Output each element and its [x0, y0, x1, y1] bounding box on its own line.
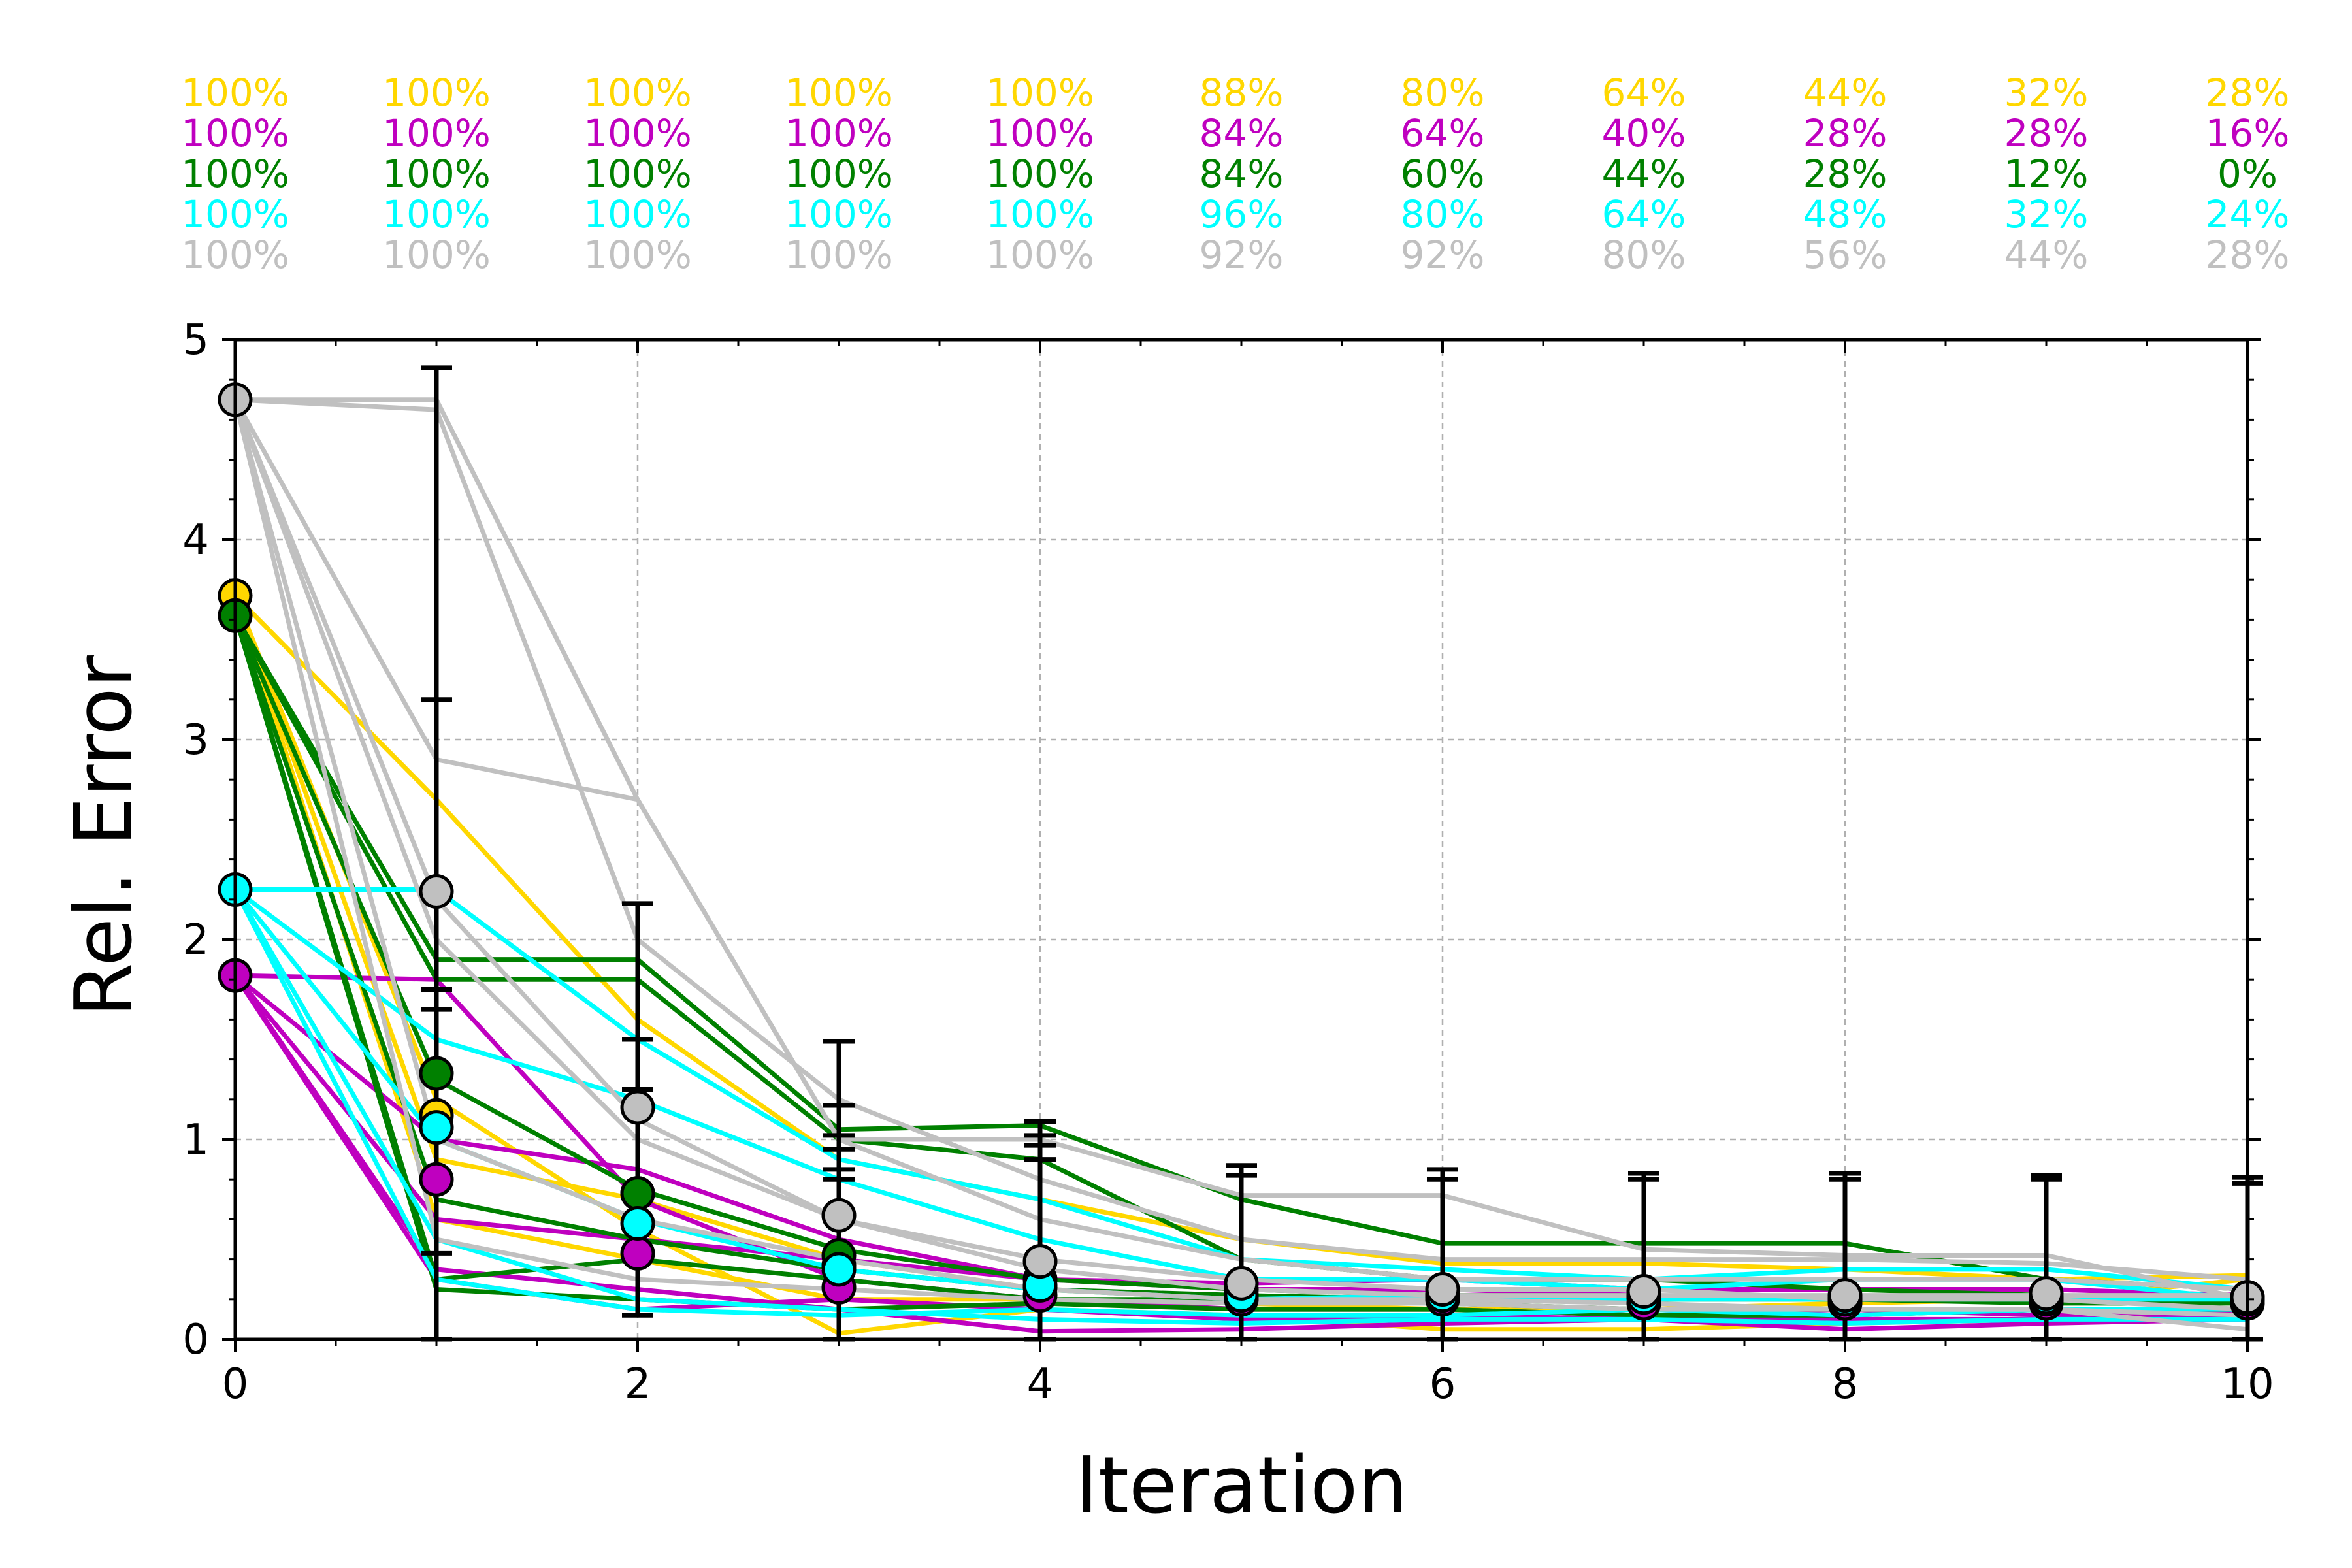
percent-label-yellow: 28% [2206, 71, 2290, 115]
percent-label-gray: 92% [1200, 233, 1284, 277]
percent-label-green: 12% [2004, 152, 2089, 196]
x-tick-label: 0 [222, 1360, 249, 1409]
percent-label-gray: 92% [1401, 233, 1485, 277]
percent-label-gray: 100% [986, 233, 1094, 277]
mean-marker-gray [821, 1198, 857, 1233]
percent-label-yellow: 100% [583, 71, 692, 115]
axis-ticks: 0 2 4 6 8 10 0 1 2 3 4 5 [182, 316, 2274, 1409]
percent-label-magenta: 28% [2004, 111, 2089, 155]
percent-label-green: 0% [2217, 152, 2278, 196]
percent-label-gray: 100% [181, 233, 289, 277]
mean-marker-green [620, 1176, 655, 1211]
percent-label-magenta: 28% [1803, 111, 1887, 155]
x-tick-label: 10 [2221, 1360, 2274, 1409]
percent-label-gray: 100% [583, 233, 692, 277]
percent-label-yellow: 88% [1200, 71, 1284, 115]
run-line-gray [233, 399, 2247, 1298]
percent-label-yellow: 100% [785, 71, 893, 115]
percent-label-cyan: 100% [785, 192, 893, 237]
y-tick-label: 2 [182, 916, 209, 964]
percent-label-cyan: 32% [2004, 192, 2089, 237]
minor-ticks [229, 340, 2254, 1346]
percent-label-cyan: 64% [1602, 192, 1686, 237]
x-tick-label: 6 [1429, 1360, 1456, 1409]
percent-label-yellow: 100% [181, 71, 289, 115]
x-axis-label: Iteration [1075, 1441, 1407, 1531]
percent-label-yellow: 100% [986, 71, 1094, 115]
mean-marker-cyan [620, 1206, 655, 1241]
percent-label-magenta: 100% [785, 111, 893, 155]
percent-label-green: 100% [986, 152, 1094, 196]
mean-marker-green [419, 1056, 454, 1091]
y-tick-label: 5 [182, 316, 209, 365]
percent-label-cyan: 100% [986, 192, 1094, 237]
percent-label-yellow: 64% [1602, 71, 1686, 115]
percent-label-green: 100% [181, 152, 289, 196]
percent-label-magenta: 100% [986, 111, 1094, 155]
percent-label-gray: 56% [1803, 233, 1887, 277]
mean-marker-cyan [821, 1252, 857, 1287]
mean-marker-cyan [419, 1110, 454, 1145]
percent-label-green: 28% [1803, 152, 1887, 196]
percent-label-yellow: 44% [1803, 71, 1887, 115]
mean-markers [218, 382, 2265, 1321]
mean-marker-gray [419, 874, 454, 909]
percent-label-magenta: 100% [181, 111, 289, 155]
percent-label-cyan: 24% [2206, 192, 2290, 237]
y-axis-label: Rel. Error [59, 655, 150, 1017]
percent-label-yellow: 100% [382, 71, 491, 115]
mean-marker-gray [1425, 1272, 1460, 1307]
error-bars [220, 365, 2263, 1342]
percent-label-cyan: 48% [1803, 192, 1887, 237]
percent-label-magenta: 40% [1602, 111, 1686, 155]
mean-marker-gray [1224, 1266, 1259, 1301]
percent-label-green: 100% [382, 152, 491, 196]
percent-label-magenta: 84% [1200, 111, 1284, 155]
percent-label-gray: 44% [2004, 233, 2089, 277]
x-tick-label: 4 [1027, 1360, 1054, 1409]
percent-label-magenta: 16% [2206, 111, 2290, 155]
y-tick-label: 1 [182, 1116, 209, 1164]
mean-marker-gray [2029, 1276, 2064, 1311]
percent-label-cyan: 100% [382, 192, 491, 237]
mean-marker-gray [620, 1090, 655, 1125]
percent-label-green: 44% [1602, 152, 1686, 196]
y-tick-label: 0 [182, 1316, 209, 1364]
x-tick-label: 2 [625, 1360, 651, 1409]
mean-marker-gray [1827, 1278, 1863, 1313]
percent-label-magenta: 100% [583, 111, 692, 155]
percent-label-gray: 80% [1602, 233, 1686, 277]
y-tick-label: 4 [182, 516, 209, 564]
percent-label-cyan: 96% [1200, 192, 1284, 237]
percent-label-green: 60% [1401, 152, 1485, 196]
mean-marker-magenta [620, 1235, 655, 1271]
percent-labels: 100% 100% 100% 100% 100% 88% 80% 64% 44% 32% 28%10… [181, 71, 2289, 277]
gridlines [235, 340, 2247, 1339]
percent-label-magenta: 64% [1401, 111, 1485, 155]
percent-label-yellow: 32% [2004, 71, 2089, 115]
run-line-gray [235, 397, 2248, 1282]
percent-label-green: 84% [1200, 152, 1284, 196]
percent-label-gray: 100% [382, 233, 491, 277]
percent-label-gray: 100% [785, 233, 893, 277]
percent-label-cyan: 100% [583, 192, 692, 237]
percent-label-green: 100% [785, 152, 893, 196]
percent-label-green: 100% [583, 152, 692, 196]
percent-label-cyan: 100% [181, 192, 289, 237]
percent-label-yellow: 80% [1401, 71, 1485, 115]
percent-label-cyan: 80% [1401, 192, 1485, 237]
percent-label-gray: 28% [2206, 233, 2290, 277]
mean-marker-gray [1626, 1274, 1661, 1309]
y-tick-label: 3 [182, 716, 209, 764]
mean-marker-gray [1022, 1244, 1058, 1279]
mean-marker-magenta [419, 1162, 454, 1197]
x-tick-label: 8 [1832, 1360, 1859, 1409]
percent-label-magenta: 100% [382, 111, 491, 155]
